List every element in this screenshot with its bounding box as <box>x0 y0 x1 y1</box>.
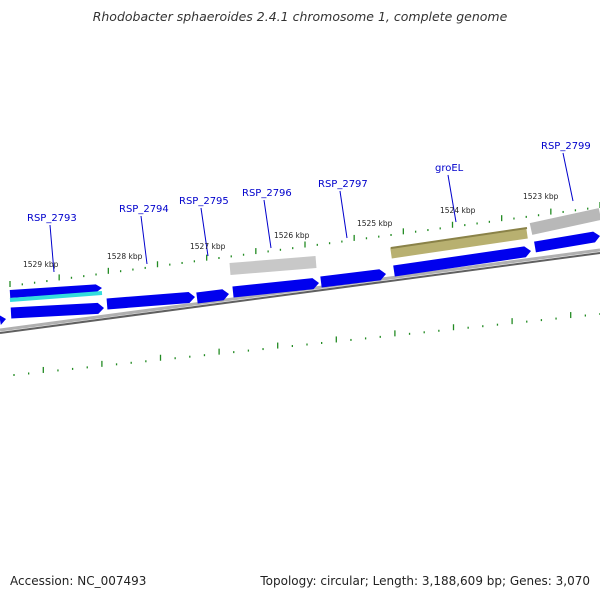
groEL-feature-edge <box>390 227 528 249</box>
gene-label-leader <box>49 224 55 273</box>
gene-arrow <box>106 291 195 310</box>
gene-label[interactable]: RSP_2797 <box>318 179 368 190</box>
topology-label: Topology: circular; Length: 3,188,609 bp… <box>260 574 590 588</box>
upper-gray-band-top <box>229 256 317 275</box>
gene-arrow <box>534 231 600 253</box>
gene-label[interactable]: RSP_2794 <box>119 204 169 215</box>
gene-features <box>0 227 600 325</box>
gene-label[interactable]: RSP_2799 <box>541 141 591 152</box>
tick-label: 1528 kbp <box>107 252 143 261</box>
groEL-feature <box>390 227 528 259</box>
gene-arrow <box>232 278 319 298</box>
gene-label[interactable]: RSP_2793 <box>27 213 77 224</box>
gene-label-leader <box>562 152 574 202</box>
tick-label: 1525 kbp <box>357 219 393 228</box>
gene-arrow <box>320 269 386 288</box>
gene-arrow <box>9 284 102 298</box>
gene-label-leader <box>200 207 209 257</box>
gene-label[interactable]: RSP_2796 <box>242 188 292 199</box>
backbone-inner <box>0 252 600 334</box>
gene-label-leader <box>263 199 272 249</box>
tick-label: 1527 kbp <box>190 242 226 251</box>
upper-gray-band-right <box>529 208 600 235</box>
gene-arrow <box>10 302 104 319</box>
gene-labels: RSP_2793 RSP_2794 RSP_2795 RSP_2796 RSP_2797… <box>27 141 591 273</box>
lower-tick-marks <box>13 312 600 376</box>
gene-label-leader <box>140 215 148 265</box>
gene-label[interactable]: RSP_2795 <box>179 196 229 207</box>
tick-label: 1529 kbp <box>23 260 59 269</box>
gene-arrow <box>196 289 229 304</box>
accession-label: Accession: NC_007493 <box>10 574 147 588</box>
tick-label: 1524 kbp <box>440 206 476 215</box>
gene-label-leader <box>447 174 457 223</box>
tick-marks <box>9 202 600 287</box>
gene-arrow <box>0 315 6 325</box>
rrna-feature <box>9 291 103 302</box>
tick-label: 1523 kbp <box>523 192 559 201</box>
gene-label[interactable]: groEL <box>435 163 464 174</box>
tick-labels: 1529 kbp 1528 kbp 1527 kbp 1526 kbp 1525 kbp… <box>23 192 559 269</box>
gene-arrow <box>393 246 531 277</box>
tick-label: 1526 kbp <box>274 231 310 240</box>
gene-label-leader <box>339 190 348 239</box>
map-title: Rhodobacter sphaeroides 2.4.1 chromosome… <box>92 9 508 24</box>
